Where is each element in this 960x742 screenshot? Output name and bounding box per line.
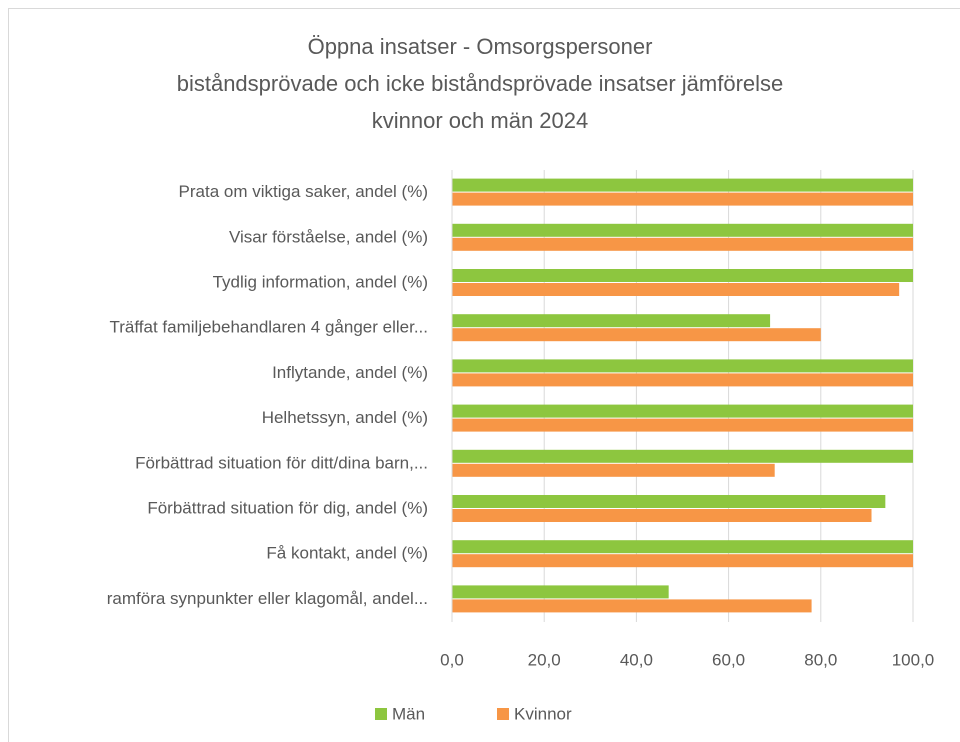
bar bbox=[452, 509, 872, 522]
y-tick-label: Tydlig information, andel (%) bbox=[213, 272, 428, 291]
chart-title: Öppna insatser - Omsorgspersoner bbox=[308, 34, 653, 59]
y-tick-label: ramföra synpunkter eller klagomål, andel… bbox=[107, 589, 428, 608]
bar bbox=[452, 269, 913, 282]
legend-label: Män bbox=[392, 704, 425, 723]
bar bbox=[452, 554, 913, 568]
bar bbox=[452, 495, 886, 508]
bar bbox=[452, 449, 913, 463]
legend-swatch bbox=[497, 708, 509, 720]
bar bbox=[452, 283, 900, 296]
bar bbox=[452, 585, 669, 599]
y-tick-label: Inflytande, andel (%) bbox=[272, 363, 428, 382]
x-tick-label: 20,0 bbox=[528, 650, 561, 669]
x-tick-label: 80,0 bbox=[804, 650, 837, 669]
x-tick-label: 100,0 bbox=[892, 650, 935, 669]
bar bbox=[452, 373, 913, 387]
y-tick-label: Träffat familjebehandlaren 4 gånger elle… bbox=[110, 318, 428, 337]
bar bbox=[452, 223, 913, 237]
x-tick-label: 60,0 bbox=[712, 650, 745, 669]
legend-swatch bbox=[375, 708, 387, 720]
bar bbox=[452, 237, 913, 251]
legend-label: Kvinnor bbox=[514, 704, 572, 723]
y-tick-label: Visar förståelse, andel (%) bbox=[229, 227, 428, 246]
bar bbox=[452, 463, 775, 477]
chart-title: kvinnor och män 2024 bbox=[372, 108, 588, 133]
y-tick-label: Helhetssyn, andel (%) bbox=[262, 408, 428, 427]
x-tick-label: 0,0 bbox=[440, 650, 464, 669]
chart-title: biståndsprövade och icke biståndsprövade… bbox=[177, 71, 784, 96]
y-tick-label: Förbättrad situation för dig, andel (%) bbox=[147, 498, 428, 517]
bar bbox=[452, 178, 913, 192]
bar bbox=[452, 359, 913, 373]
y-tick-label: Prata om viktiga saker, andel (%) bbox=[179, 182, 428, 201]
bar bbox=[452, 192, 913, 206]
y-tick-label: Förbättrad situation för ditt/dina barn,… bbox=[135, 453, 428, 472]
x-tick-label: 40,0 bbox=[620, 650, 653, 669]
bar bbox=[452, 599, 812, 613]
bar bbox=[452, 418, 913, 432]
bar bbox=[452, 404, 913, 418]
bar bbox=[452, 314, 771, 328]
bar bbox=[452, 540, 913, 554]
bar bbox=[452, 328, 821, 342]
y-tick-label: Få kontakt, andel (%) bbox=[266, 544, 428, 563]
